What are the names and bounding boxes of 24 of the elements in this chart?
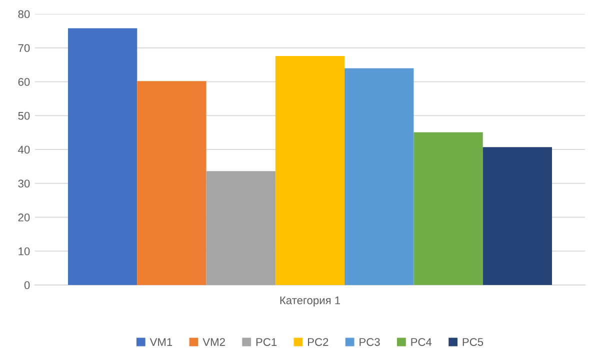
bar [344,68,414,285]
bar [68,28,138,285]
y-tick-label: 10 [18,247,30,256]
y-tick-label: 0 [24,281,30,290]
bar [206,171,276,285]
y-tick-label: 40 [18,146,30,154]
y-tick-label: 60 [18,78,30,86]
legend-label: PC1 [256,338,277,346]
y-tick-label: 70 [18,44,30,52]
legend-label: VM2 [202,338,225,346]
bar [482,147,552,285]
y-tick-label: 80 [18,10,30,18]
legend-label: PC2 [308,338,328,346]
legend-label: VM1 [150,338,172,346]
y-tick-label: 50 [18,112,30,120]
x-tick-label: Категория 1 [280,296,340,306]
y-tick-label: 30 [18,180,30,188]
bar [137,81,206,285]
legend-label: PC5 [462,338,484,346]
legend-label: PC4 [411,338,432,346]
y-tick-label: 20 [18,214,30,222]
bar [414,132,483,285]
legend-label: PC3 [360,338,380,346]
bar [275,56,345,285]
